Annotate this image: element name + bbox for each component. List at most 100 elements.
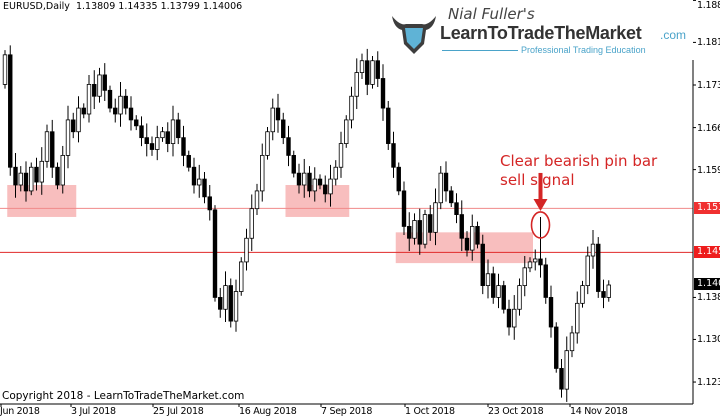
candle-bearish [13,166,18,186]
y-tick-label: 1.13800 [697,292,720,304]
chart-header: EURUSD,Daily 1.13809 1.14335 1.13799 1.1… [3,1,242,13]
y-tick-label: 1.16670 [697,122,720,134]
x-tick-label: 3 Jul 2018 [71,406,116,417]
x-tick-label: 23 Oct 2018 [488,406,544,417]
candle-bullish [302,172,307,186]
candle-bullish [197,178,202,186]
candle-bullish [270,107,275,133]
candle-bearish [464,237,470,251]
candle-bullish [18,172,23,186]
arrow-down-icon [533,198,548,211]
candle-bearish [391,143,396,168]
candle-bearish [23,172,29,192]
candle-bullish [527,261,533,269]
candle-bearish [286,137,291,156]
candle-bearish [176,119,181,139]
candle-bearish [380,78,386,109]
candle-bullish [422,214,428,245]
x-tick-label: 7 Sep 2018 [321,406,373,417]
candle-bullish [65,119,71,156]
candle-bearish [202,178,207,198]
candle-bearish [107,89,113,109]
candle-bullish [512,308,517,328]
candle-bullish [29,166,34,192]
candle-bullish [354,72,359,97]
candle-bearish [386,107,391,144]
candle-bearish [554,326,559,369]
candle-bearish [401,190,407,227]
candle-bearish [218,297,223,310]
candle-bullish [223,285,228,310]
candle-bullish [170,119,176,144]
candle-bearish [396,166,401,192]
candle-bullish [244,237,249,263]
candle-bearish [139,125,144,139]
candle-bullish [249,208,254,239]
candle-bullish [575,302,580,334]
candle-bullish [569,332,575,352]
candle-bearish [128,107,134,121]
candle-bearish [475,226,480,245]
candle-bullish [2,54,8,85]
candle-bearish [71,119,76,133]
candle-bullish [76,107,81,133]
copyright: Copyright 2018 - LearnToTradeTheMarket.c… [2,390,245,402]
candle-bearish [543,264,548,298]
candle-bearish [506,308,512,328]
ticks-layer [0,0,696,407]
candle-bearish [307,172,312,192]
candle-bullish [333,166,338,180]
symbol-label: EURUSD,Daily [3,1,70,12]
candle-bullish [349,95,354,121]
candle-bearish [149,143,155,150]
annotation-text: Clear bearish pin bar sell signal [500,152,657,190]
candle-bearish [323,184,328,195]
candle-bullish [485,273,491,286]
candle-bearish [459,214,464,239]
candle-bullish [606,284,611,298]
candle-bearish [50,131,55,168]
candle-bearish [123,95,128,109]
candle-bullish [433,202,438,233]
candle-bullish [412,220,417,239]
pin-bar-marker [530,172,551,239]
logo-domain: .com [660,28,687,42]
candle-bearish [113,107,118,115]
candle-bearish [365,60,370,85]
bull-head-icon [392,16,436,54]
candle-bullish [233,291,239,322]
candle-bearish [207,196,212,211]
x-tick-label: 25 Jul 2018 [153,406,204,417]
y-tick-label: 1.18820 [697,0,720,11]
candle-bullish [60,155,65,186]
candle-bearish [281,119,286,139]
candle-bullish [564,350,569,390]
candle-bullish [44,131,50,162]
candle-bearish [134,119,139,127]
candle-bullish [359,60,365,73]
candle-bearish [296,172,302,186]
candle-bearish [449,190,454,204]
levels-layer [0,207,693,253]
candle-bearish [165,131,170,144]
candle-bearish [212,209,218,298]
candle-bullish [590,243,596,257]
candle-bullish [370,60,375,85]
annotation-line-1: Clear bearish pin bar [500,152,658,170]
candle-bullish [585,255,590,286]
candle-bearish [81,107,86,115]
candle-bearish [443,172,449,192]
candle-bullish [155,137,160,150]
zones-layer [7,185,533,264]
candle-bullish [328,178,333,195]
candle-bullish [260,155,265,192]
candle-bullish [312,178,317,192]
logo-name: LearnToTradeTheMarket [440,23,642,43]
y-tick-label: 1.18110 [697,37,720,49]
candle-bearish [428,214,433,233]
candle-bearish [601,291,606,298]
candle-bearish [191,166,197,186]
candle-bearish [291,155,296,174]
logo: Nial Fuller's LearnToTradeTheMarket .com… [390,6,690,56]
